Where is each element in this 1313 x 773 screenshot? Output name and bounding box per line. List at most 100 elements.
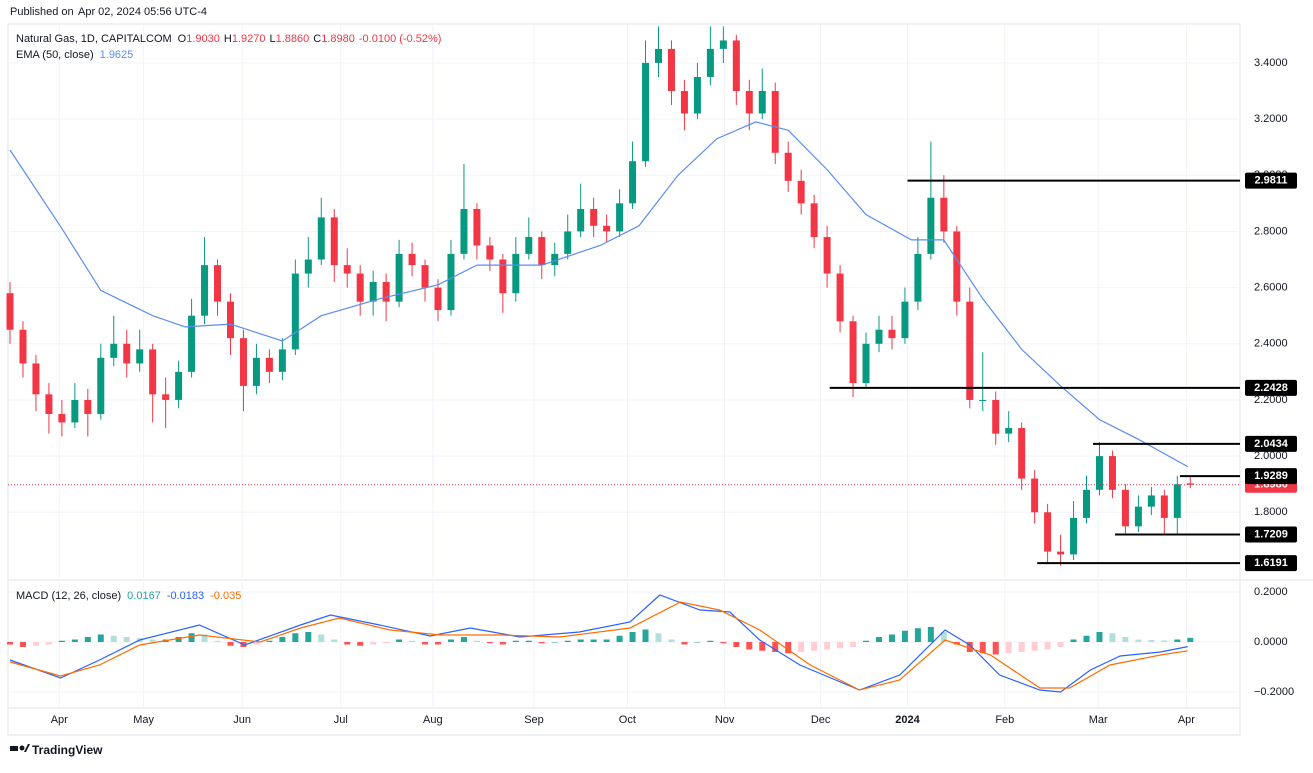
histogram-bar — [616, 635, 623, 642]
histogram-bar — [992, 642, 999, 655]
histogram-bar — [1018, 642, 1025, 652]
candle-body — [45, 394, 53, 414]
candle-body — [1160, 495, 1168, 518]
candle-body — [382, 281, 390, 302]
histogram-bar — [370, 642, 377, 645]
logo-mark — [10, 746, 18, 751]
histogram-bar — [759, 642, 766, 651]
histogram-bar — [1083, 635, 1090, 642]
field-key: C — [313, 33, 321, 45]
histogram-bar — [979, 642, 986, 654]
candle-body — [667, 48, 675, 92]
candle-body — [201, 265, 209, 316]
candle-body — [123, 343, 131, 364]
candle-body — [538, 237, 546, 266]
histogram-bar — [707, 640, 714, 642]
x-tick-label: Sep — [524, 714, 544, 726]
histogram-bar — [850, 642, 857, 647]
candle-body — [966, 301, 974, 400]
candle-body — [564, 231, 572, 254]
candle-body — [1147, 495, 1155, 507]
histogram-bar — [1031, 642, 1038, 651]
histogram-value: 0.0167 — [127, 590, 161, 602]
x-tick-label: Jul — [334, 714, 348, 726]
series-value: -0.0183 — [167, 590, 204, 602]
y-tick-label: 0.0000 — [1254, 636, 1288, 648]
histogram-bar — [357, 642, 364, 646]
histogram-bar — [19, 642, 26, 647]
x-tick-label: Aug — [423, 714, 443, 726]
candle-body — [408, 253, 416, 266]
candle-body — [6, 293, 14, 330]
field-key: L — [270, 33, 276, 45]
candle-body — [97, 357, 105, 414]
field-value: 1.9270 — [232, 33, 266, 45]
legend-line: EMA (50, close) 1.9625 — [16, 49, 133, 61]
series-value: -0.035 — [210, 590, 241, 602]
candle-body — [330, 217, 338, 266]
candle-body — [888, 329, 896, 339]
histogram-bar — [629, 632, 636, 642]
histogram-bar — [292, 633, 299, 642]
y-tick-label: 2.6000 — [1254, 282, 1288, 294]
histogram-bar — [1096, 632, 1103, 642]
histogram-bar — [551, 642, 558, 643]
y-tick-label: 2.0000 — [1254, 450, 1288, 462]
histogram-bar — [733, 642, 740, 647]
histogram-bar — [344, 642, 351, 645]
legend-value: 1.9625 — [100, 49, 134, 61]
histogram-bar — [266, 640, 273, 642]
candle-body — [745, 91, 753, 114]
histogram-bar — [824, 642, 831, 650]
candle-body — [836, 273, 844, 322]
field-value: 1.8860 — [276, 33, 310, 45]
symbol: Natural Gas, 1D, CAPITALCOM — [16, 33, 172, 45]
histogram-bar — [785, 642, 792, 654]
y-tick-label: 3.2000 — [1254, 113, 1288, 125]
candle-body — [58, 413, 66, 423]
histogram-bar — [71, 639, 78, 642]
logo-mark — [24, 744, 30, 752]
candle-body — [369, 281, 377, 302]
candle-body — [797, 180, 805, 204]
histogram-bar — [1187, 637, 1194, 642]
candle-body — [265, 357, 273, 372]
macd-title: MACD (12, 26, close) — [16, 590, 121, 602]
histogram-bar — [1174, 639, 1181, 642]
histogram-bar — [746, 642, 753, 650]
level-label: 2.2428 — [1254, 382, 1288, 394]
candle-body — [810, 203, 818, 238]
candle-body — [642, 62, 650, 162]
candle-body — [317, 217, 325, 260]
x-tick-label: Apr — [51, 714, 68, 726]
y-tick-label: 0.2000 — [1254, 586, 1288, 598]
x-tick-label: Mar — [1089, 714, 1108, 726]
logo: TradingView — [10, 743, 103, 757]
candle-body — [680, 91, 688, 114]
candle-body — [823, 237, 831, 274]
histogram-bar — [45, 642, 52, 645]
candle-body — [875, 329, 883, 344]
histogram-bar — [331, 639, 338, 642]
candle-body — [525, 237, 533, 254]
candle-body — [356, 273, 364, 302]
candle-body — [434, 287, 442, 311]
candle-body — [71, 399, 79, 423]
candle-body — [1173, 484, 1181, 518]
candle-body — [343, 265, 351, 274]
candle-body — [499, 259, 507, 294]
y-tick-label: −0.2000 — [1254, 686, 1294, 698]
y-tick-label: 2.8000 — [1254, 225, 1288, 237]
x-tick-label: Jun — [233, 714, 251, 726]
candle-body — [992, 399, 1000, 434]
histogram-bar — [681, 642, 688, 645]
candle-body — [577, 208, 585, 232]
brand: TradingView — [32, 743, 103, 757]
candle-body — [486, 245, 494, 260]
histogram-bar — [603, 639, 610, 642]
histogram-bar — [175, 637, 182, 642]
histogram-bar — [538, 642, 545, 644]
line — [9, 601, 1188, 691]
legend-line: Natural Gas, 1D, CAPITALCOM O1.9030 H1.927… — [16, 33, 441, 45]
